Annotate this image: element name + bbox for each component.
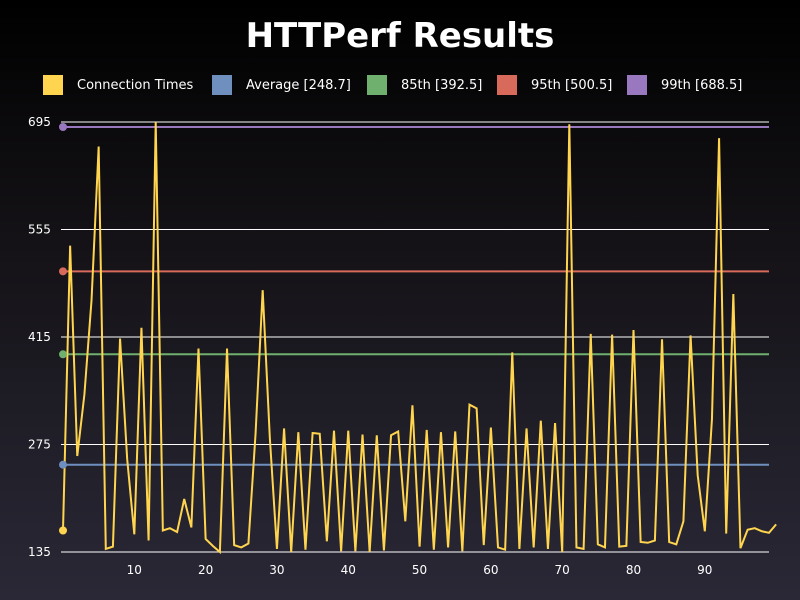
x-tick-label: 90 (697, 563, 712, 577)
x-tick-label: 60 (483, 563, 498, 577)
x-tick-label: 30 (269, 563, 284, 577)
reference-line-marker (59, 267, 67, 276)
legend-label: Connection Times (77, 78, 194, 93)
connection-times-marker (59, 526, 67, 535)
y-tick-label: 415 (28, 330, 51, 344)
legend-swatch (627, 75, 647, 95)
legend-label: Average [248.7] (246, 78, 351, 93)
legend-label: 85th [392.5] (401, 78, 482, 93)
x-tick-label: 80 (626, 563, 641, 577)
legend-swatch (212, 75, 232, 95)
reference-line-marker (59, 350, 67, 359)
chart-title: HTTPerf Results (246, 16, 555, 56)
reference-lines (63, 125, 769, 466)
legend-swatch (367, 75, 387, 95)
legend-label: 99th [688.5] (661, 78, 742, 93)
x-tick-label: 70 (555, 563, 570, 577)
grid (61, 121, 769, 553)
x-tick-label: 20 (198, 563, 213, 577)
markers (59, 122, 67, 535)
y-tick-label: 275 (28, 438, 51, 452)
series (62, 121, 777, 555)
x-tick-label: 50 (412, 563, 427, 577)
x-tick-label: 40 (341, 563, 356, 577)
y-tick-label: 695 (28, 115, 51, 129)
legend: Connection Times Average [248.7] 85th [392… (43, 75, 742, 95)
legend-swatch (497, 75, 517, 95)
y-tick-label: 135 (28, 545, 51, 559)
reference-line-marker (59, 122, 67, 131)
reference-line-marker (59, 460, 67, 469)
legend-swatch (43, 75, 63, 95)
legend-label: 95th [500.5] (531, 78, 612, 93)
y-tick-label: 555 (28, 223, 51, 237)
x-tick-label: 10 (127, 563, 142, 577)
connection-times-line (62, 121, 777, 555)
y-axis: 135 275 415 555 695 (28, 115, 51, 559)
x-axis: 10 20 30 40 50 60 70 80 90 (127, 563, 713, 577)
